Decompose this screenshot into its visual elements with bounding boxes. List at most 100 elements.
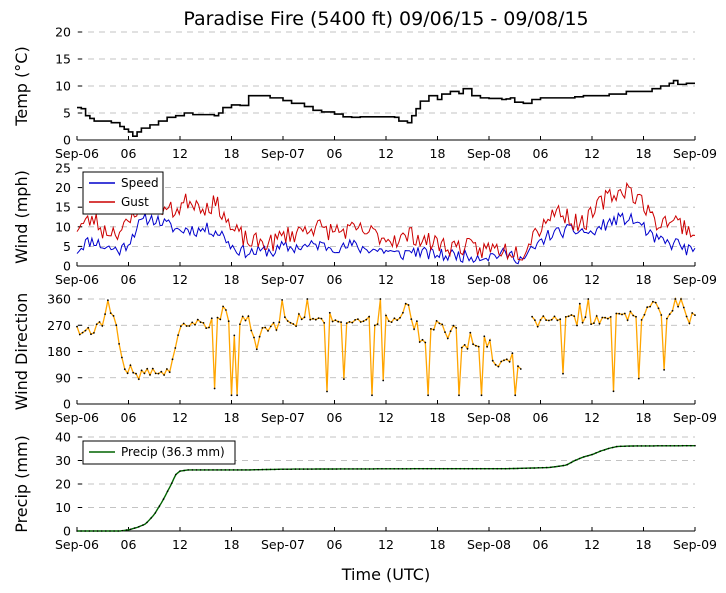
y-tick-label-wind: 25	[55, 161, 71, 176]
data-point-wind-direction	[640, 319, 643, 321]
y-tick-label-dir: 270	[47, 318, 71, 333]
x-tick-label-temp: 18	[636, 146, 652, 161]
data-point-wind-direction	[320, 317, 323, 320]
data-point-wind-direction	[410, 318, 413, 320]
data-point-precip	[624, 445, 626, 448]
data-point-precip	[282, 468, 284, 471]
x-tick-label-precip: 06	[327, 537, 343, 552]
data-point-wind-direction	[258, 335, 261, 338]
x-tick-label-dir: 18	[224, 410, 240, 425]
data-point-precip	[409, 468, 412, 470]
data-point-precip	[187, 469, 189, 471]
x-tick-label-dir: 18	[636, 410, 652, 425]
data-point-wind-direction	[137, 378, 140, 380]
data-point-wind-direction	[505, 358, 508, 361]
data-point-wind-direction	[390, 321, 393, 323]
data-point-precip	[657, 445, 659, 447]
data-point-wind-direction	[213, 387, 216, 390]
data-point-wind-direction	[548, 319, 550, 322]
data-point-wind-direction	[404, 302, 407, 305]
data-point-precip	[109, 530, 111, 532]
data-point-precip	[488, 467, 490, 470]
x-tick-label-temp: 06	[533, 146, 549, 161]
y-tick-label-dir: 180	[47, 344, 71, 359]
data-point-wind-direction	[272, 321, 275, 324]
x-tick-label-wind: 06	[121, 272, 137, 287]
x-tick-label-temp: 06	[121, 146, 137, 161]
data-point-wind-direction	[371, 394, 373, 397]
data-point-precip	[179, 470, 181, 472]
data-point-wind-direction	[612, 390, 615, 393]
data-point-wind-direction	[222, 305, 225, 308]
data-point-wind-direction	[191, 321, 194, 324]
data-point-wind-direction	[300, 318, 303, 321]
data-point-precip	[521, 467, 523, 470]
data-point-precip	[377, 468, 379, 470]
data-point-wind-direction	[323, 322, 326, 324]
data-point-wind-direction	[230, 394, 233, 397]
x-tick-label-wind: Sep-08	[467, 272, 511, 287]
data-point-wind-direction	[101, 325, 104, 327]
data-point-wind-direction	[306, 298, 309, 300]
data-point-wind-direction	[652, 300, 654, 303]
data-point-precip	[541, 466, 544, 469]
data-point-wind-direction	[278, 321, 281, 324]
data-point-precip	[554, 466, 556, 468]
data-point-precip	[306, 468, 309, 470]
data-point-wind-direction	[573, 315, 576, 317]
data-point-wind-direction	[334, 319, 337, 321]
data-point-wind-direction	[531, 315, 533, 318]
data-point-wind-direction	[564, 316, 567, 318]
data-point-wind-direction	[460, 346, 463, 349]
data-point-precip	[257, 468, 260, 471]
data-point-wind-direction	[382, 379, 385, 382]
x-tick-label-wind: 18	[430, 272, 446, 287]
data-point-wind-direction	[519, 368, 522, 370]
data-point-wind-direction	[275, 329, 278, 331]
data-point-precip	[228, 469, 231, 471]
data-point-precip	[166, 490, 169, 493]
data-point-precip	[681, 444, 684, 447]
data-point-wind-direction	[340, 321, 342, 323]
data-point-precip	[533, 467, 536, 469]
data-point-wind-direction	[570, 314, 573, 316]
data-point-precip	[442, 467, 445, 470]
data-point-wind-direction	[177, 334, 180, 336]
data-point-precip	[117, 530, 119, 532]
y-tick-label-precip: 30	[55, 453, 71, 468]
data-point-wind-direction	[295, 325, 297, 327]
data-point-wind-direction	[660, 314, 663, 316]
data-point-wind-direction	[489, 339, 491, 342]
data-point-precip	[537, 467, 540, 469]
data-point-precip	[129, 528, 132, 531]
data-point-wind-direction	[126, 372, 129, 375]
data-point-precip	[603, 449, 606, 451]
data-point-wind-direction	[146, 367, 149, 370]
data-point-wind-direction	[483, 335, 486, 338]
data-point-wind-direction	[534, 319, 536, 322]
y-axis-label-wind: Wind (mph)	[12, 170, 31, 264]
x-tick-label-precip: 12	[378, 537, 394, 552]
data-point-wind-direction	[109, 312, 112, 314]
data-point-precip	[644, 445, 647, 447]
y-tick-label-temp: 10	[55, 79, 71, 94]
data-point-wind-direction	[104, 313, 106, 315]
data-point-wind-direction	[503, 359, 505, 362]
data-point-precip	[570, 461, 573, 464]
data-point-precip	[595, 452, 597, 454]
data-point-wind-direction	[348, 321, 351, 323]
x-tick-label-wind: 06	[327, 272, 343, 287]
data-point-wind-direction	[253, 336, 255, 339]
data-point-wind-direction	[441, 323, 444, 326]
data-point-precip	[113, 530, 115, 532]
data-point-precip	[401, 468, 404, 470]
x-tick-label-precip: 18	[224, 537, 240, 552]
data-point-wind-direction	[351, 321, 354, 324]
data-point-wind-direction	[196, 318, 199, 321]
data-point-wind-direction	[87, 326, 90, 329]
y-tick-label-wind: 20	[55, 180, 71, 195]
data-point-wind-direction	[500, 360, 503, 363]
data-point-wind-direction	[81, 331, 84, 334]
data-point-wind-direction	[239, 323, 241, 326]
data-point-wind-direction	[609, 316, 612, 318]
